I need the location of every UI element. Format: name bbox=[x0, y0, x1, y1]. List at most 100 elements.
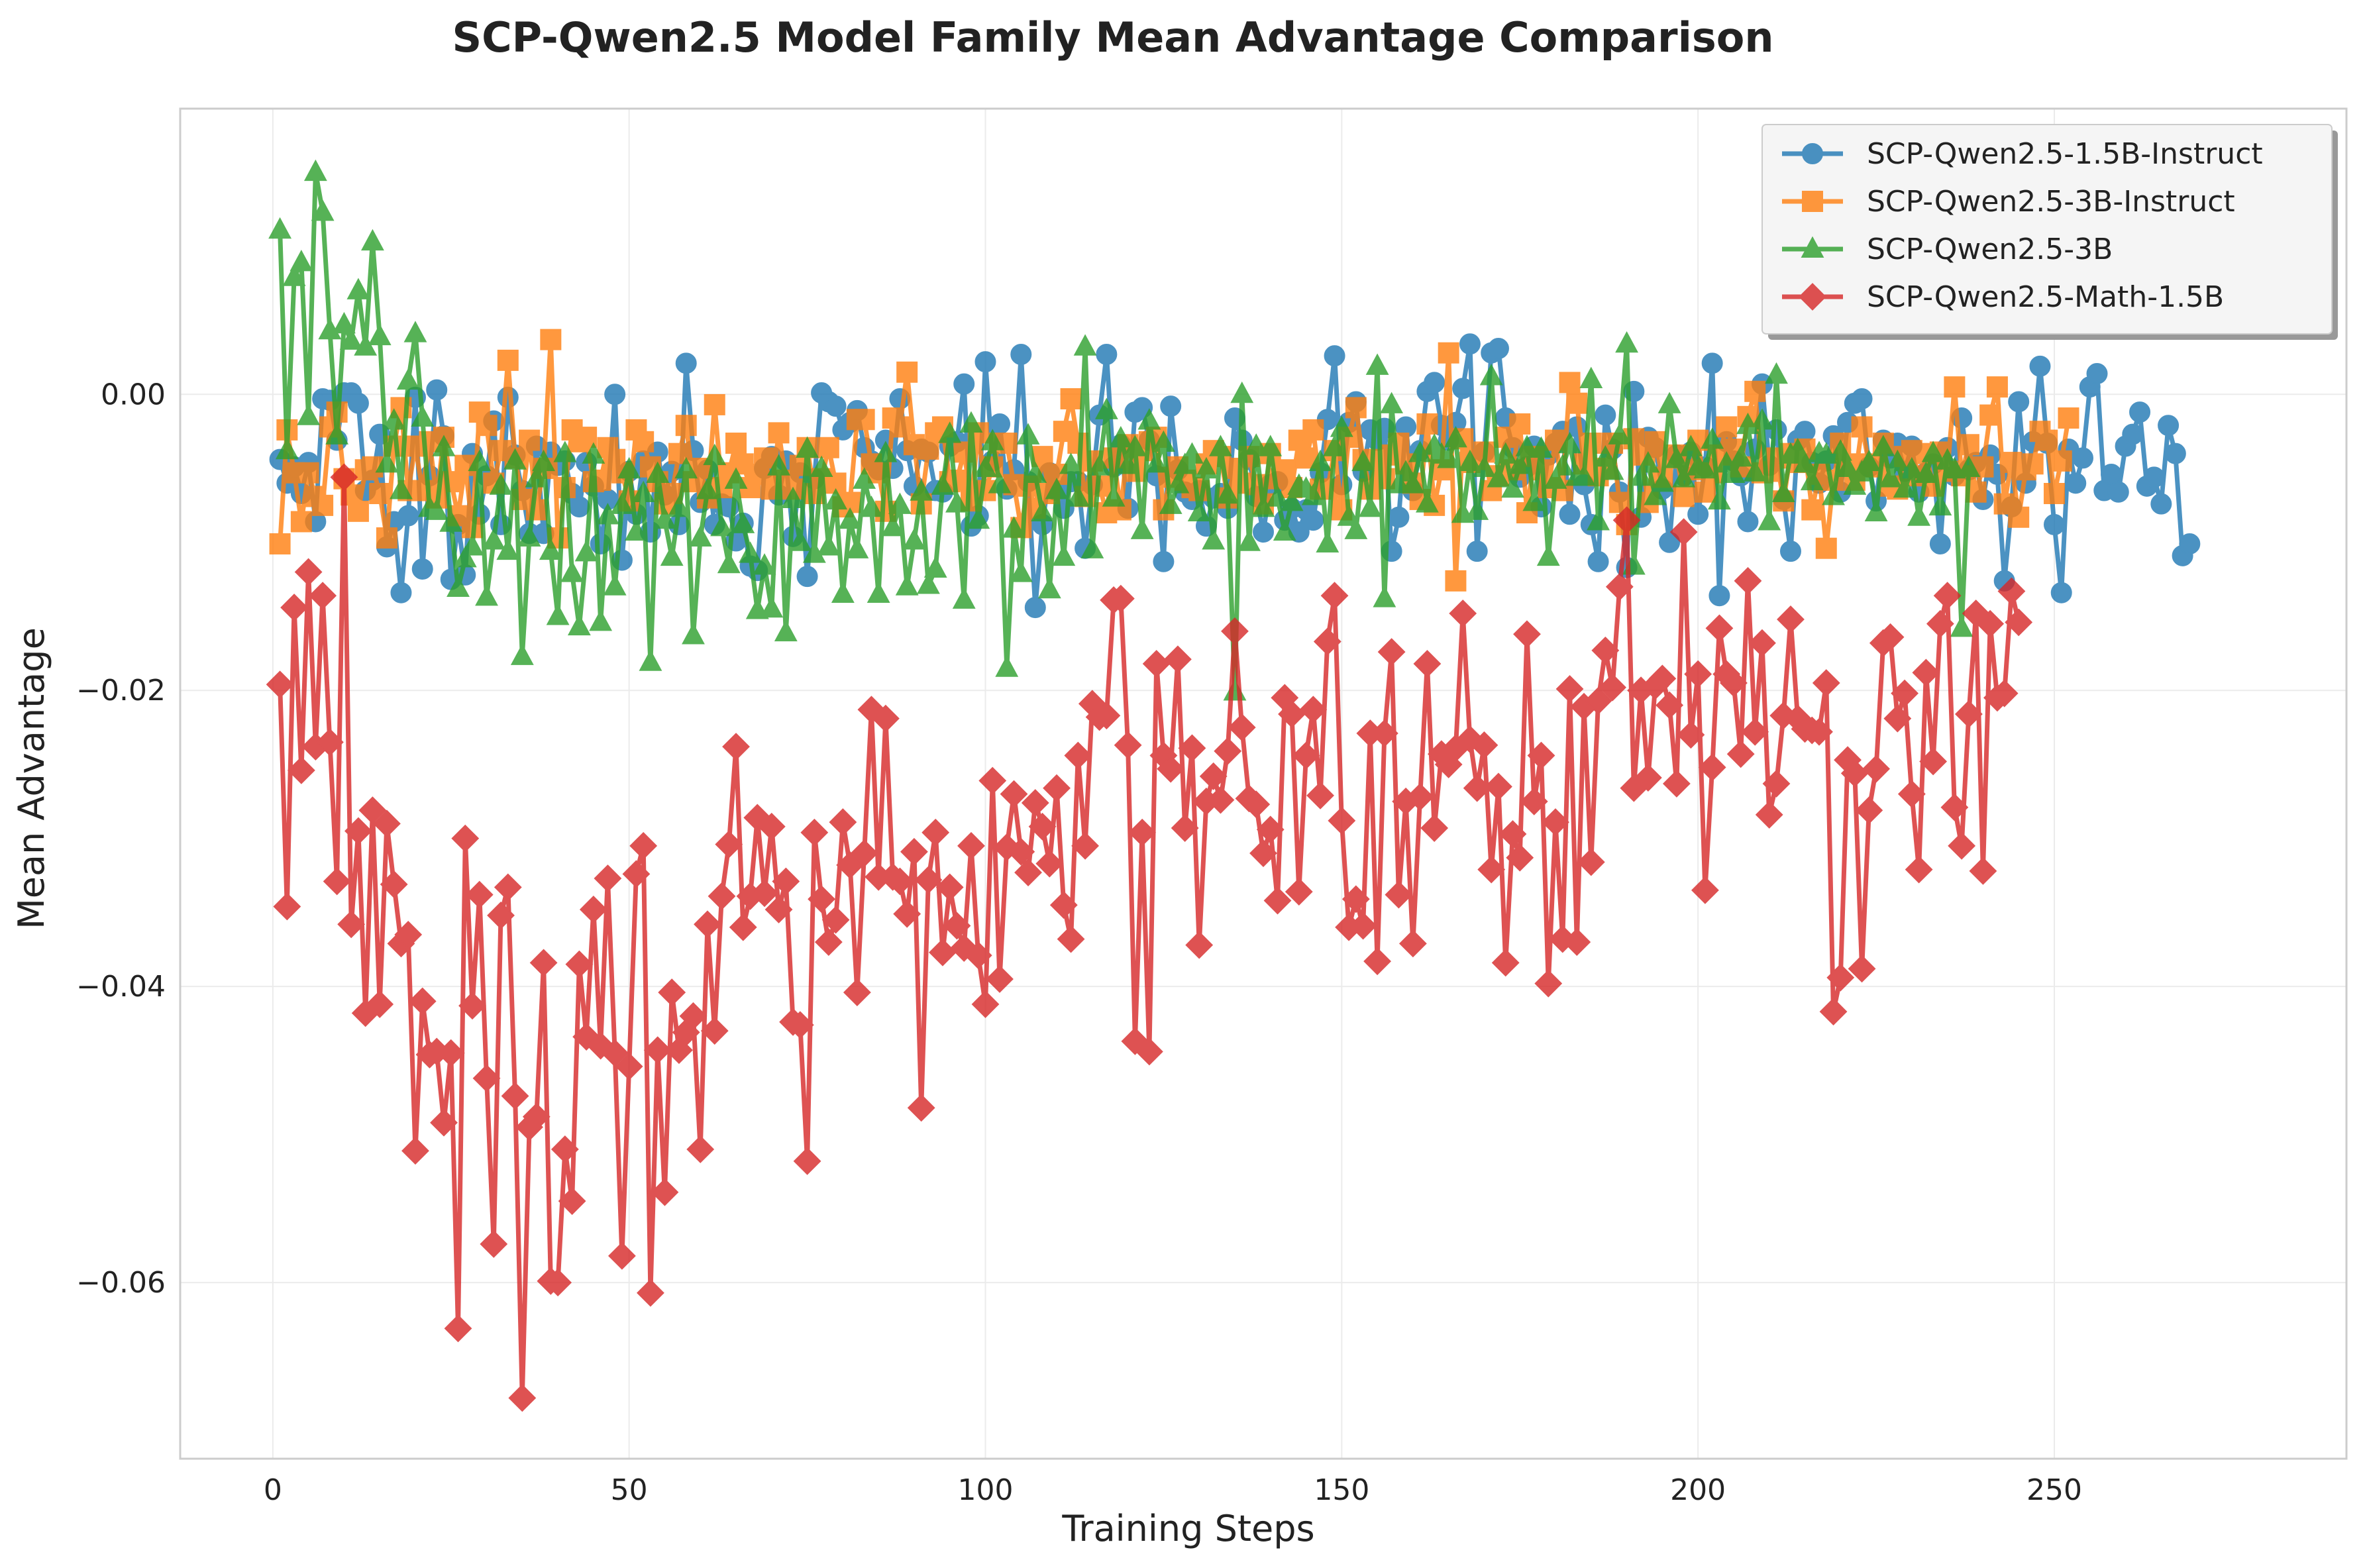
series-3-point bbox=[1593, 445, 1617, 467]
series-3-point bbox=[1130, 517, 1154, 539]
series-3-point bbox=[1009, 560, 1033, 582]
series-4-point bbox=[1007, 837, 1035, 866]
series-2-point bbox=[2008, 506, 2030, 528]
series-4-point bbox=[1777, 605, 1805, 633]
series-3-point bbox=[1629, 464, 1653, 486]
series-3-point bbox=[1701, 427, 1724, 449]
series-3-point bbox=[589, 609, 613, 631]
series-4-point bbox=[315, 728, 344, 757]
series-4-point bbox=[1164, 645, 1192, 674]
series-4-point bbox=[1741, 717, 1769, 746]
series-1-point bbox=[2158, 415, 2180, 437]
series-3-point bbox=[1879, 466, 1903, 488]
series-3-point bbox=[1487, 466, 1510, 488]
series-2-point bbox=[675, 415, 697, 437]
series-1-point bbox=[2101, 463, 2123, 485]
series-3-point bbox=[1230, 381, 1254, 403]
series-3-point bbox=[1508, 452, 1532, 474]
series-2-point bbox=[2058, 407, 2079, 429]
series-4-point bbox=[430, 1108, 458, 1137]
series-4-point bbox=[465, 880, 494, 909]
series-1-point bbox=[397, 505, 419, 527]
series-4-point bbox=[986, 965, 1014, 993]
series-3-point bbox=[510, 643, 534, 665]
series-3-point bbox=[988, 472, 1012, 494]
series-3-point bbox=[1473, 455, 1496, 478]
series-4-point bbox=[1720, 669, 1748, 697]
series-3-point bbox=[1159, 492, 1182, 514]
series-4-point bbox=[508, 1384, 537, 1412]
series-3-point bbox=[1351, 449, 1375, 472]
series-3-point bbox=[1672, 466, 1696, 488]
series-3-point bbox=[1316, 531, 1340, 552]
series-3-point bbox=[1544, 467, 1567, 489]
series-3-point bbox=[674, 456, 698, 479]
series-2-point bbox=[312, 494, 334, 516]
series-3-point bbox=[1437, 446, 1461, 468]
series-1-point bbox=[2065, 472, 2087, 494]
series-3-point bbox=[931, 473, 955, 495]
series-4-point bbox=[366, 990, 394, 1018]
series-4-point bbox=[1341, 885, 1370, 914]
series-3-point bbox=[396, 368, 420, 390]
series-3-point bbox=[582, 442, 605, 464]
series-4-point bbox=[622, 860, 651, 888]
series-4-point bbox=[1969, 857, 1997, 885]
series-2-point bbox=[376, 527, 397, 549]
series-4-point bbox=[565, 950, 594, 978]
series-3-point bbox=[1907, 504, 1931, 526]
series-4-point bbox=[1599, 673, 1626, 702]
series-4-point bbox=[900, 837, 928, 866]
series-3-point bbox=[624, 519, 648, 541]
series-4-point bbox=[1669, 518, 1698, 547]
series-3-point bbox=[460, 534, 484, 556]
series-4-point bbox=[408, 987, 437, 1016]
legend-box bbox=[1761, 124, 2333, 335]
series-3-point bbox=[1094, 397, 1118, 419]
series-4-point bbox=[1805, 717, 1833, 746]
legend-entry-4-point bbox=[1799, 283, 1826, 311]
series-3-point bbox=[1052, 544, 1076, 566]
x-tick-label: 0 bbox=[264, 1473, 282, 1507]
series-3-point bbox=[1551, 454, 1575, 476]
series-3-point bbox=[1572, 464, 1596, 486]
series-4-point bbox=[1684, 660, 1712, 688]
series-4-point bbox=[907, 1094, 935, 1122]
series-3-point bbox=[667, 495, 691, 517]
legend-entry-4-swatch bbox=[1782, 283, 1843, 311]
series-3-point bbox=[382, 408, 406, 430]
series-4-point bbox=[579, 896, 607, 923]
series-3-point bbox=[1109, 425, 1133, 448]
series-3-point bbox=[853, 467, 876, 489]
series-4-point bbox=[1043, 774, 1071, 802]
series-3-point bbox=[910, 479, 933, 501]
series-3-point bbox=[1181, 442, 1204, 464]
series-4-point bbox=[1954, 700, 1983, 728]
series-1-point bbox=[1687, 503, 1709, 525]
series-4-point bbox=[1470, 731, 1498, 759]
series-3-point bbox=[639, 649, 662, 671]
series-3-point bbox=[1444, 425, 1467, 448]
series-3-point bbox=[1864, 499, 1888, 522]
series-4-point bbox=[1398, 929, 1427, 958]
legend: SCP-Qwen2.5-1.5B-Instruct SCP-Qwen2.5-3B-… bbox=[1761, 124, 2338, 340]
series-3-point bbox=[831, 581, 855, 603]
series-4-point bbox=[1677, 721, 1705, 749]
series-3-point bbox=[532, 449, 556, 472]
series-4-point bbox=[1976, 609, 2005, 638]
series-4-point bbox=[914, 866, 943, 894]
series-3-point bbox=[817, 534, 841, 556]
series-1-point bbox=[1153, 550, 1175, 572]
series-3-point bbox=[1123, 435, 1147, 456]
series-4-point bbox=[1242, 790, 1271, 819]
series-1-point bbox=[1587, 550, 1609, 572]
series-4-point bbox=[1420, 814, 1449, 842]
series-3-point bbox=[1657, 392, 1681, 413]
series-4-point bbox=[800, 818, 829, 847]
series-2-point bbox=[2043, 483, 2065, 505]
series-4-point bbox=[558, 1187, 586, 1216]
series-3-point bbox=[1722, 461, 1746, 483]
series-4-point bbox=[921, 818, 950, 847]
series-4-point bbox=[1214, 737, 1242, 765]
series-4-point bbox=[1178, 734, 1206, 762]
